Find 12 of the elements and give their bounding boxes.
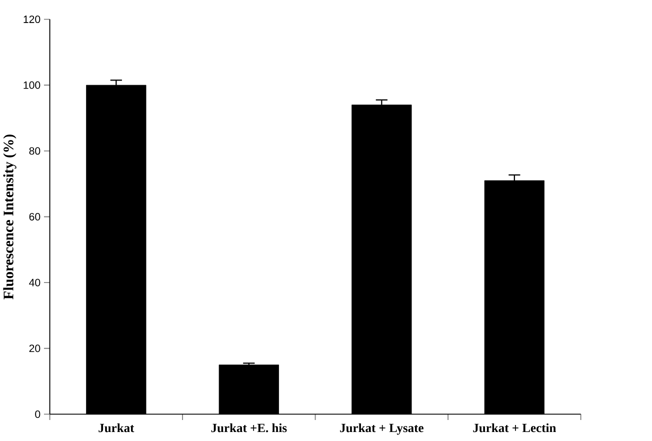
y-tick-label: 80 xyxy=(29,147,40,155)
x-tick-label: Jurkat + Lysate xyxy=(340,423,424,435)
y-tick-label: 120 xyxy=(24,15,40,23)
x-tick-label: Jurkat +E. his xyxy=(211,423,287,432)
x-tick-label: Jurkat + Lectin xyxy=(473,423,556,432)
y-tick-label: 60 xyxy=(29,212,40,220)
y-tick-label: 40 xyxy=(29,278,40,286)
y-tick-label: 0 xyxy=(35,410,40,418)
y-axis-title: Fluorescence Intensity (%) xyxy=(3,134,16,300)
y-tick-label: 20 xyxy=(29,344,40,352)
x-tick-label: Jurkat xyxy=(98,423,134,432)
y-tick-label: 100 xyxy=(24,81,40,89)
